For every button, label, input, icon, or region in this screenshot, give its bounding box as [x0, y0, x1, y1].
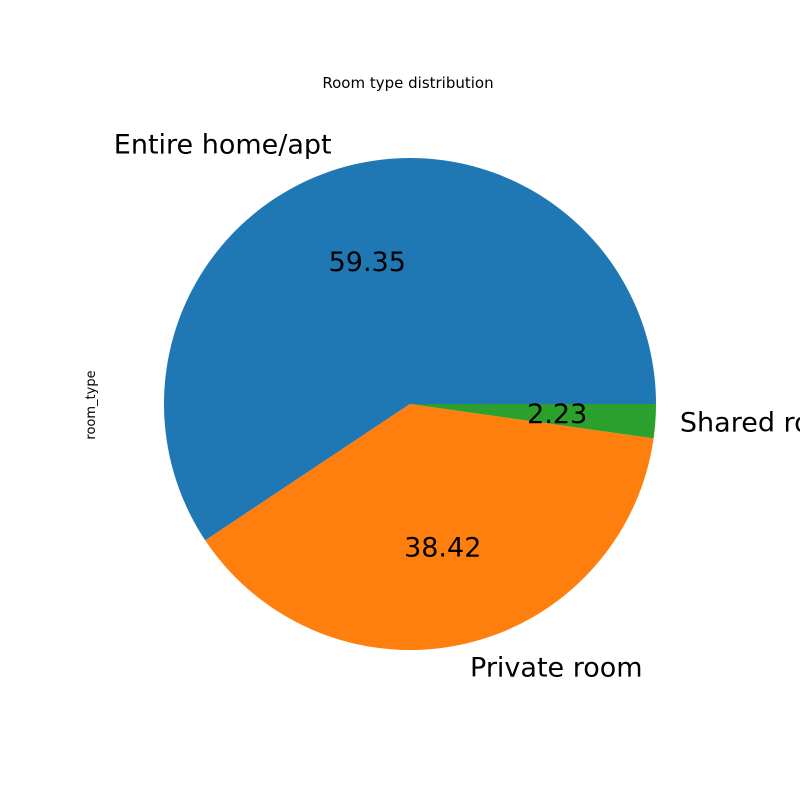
pie-slice-0: [163, 157, 656, 541]
pie-labels: Entire home/apt 59.35 Private room 38.42 Sha…: [114, 129, 800, 683]
slice-value-label-2: 2.23: [527, 399, 587, 430]
pie-slices: [163, 157, 656, 650]
slice-value-label-1: 38.42: [404, 532, 481, 563]
slice-value-label-0: 59.35: [329, 247, 406, 278]
slice-category-label-0: Entire home/apt: [114, 129, 332, 160]
pie-slice-2: [410, 404, 656, 439]
slice-category-label-1: Private room: [470, 652, 643, 683]
slice-category-label-2: Shared room: [680, 407, 800, 438]
y-axis-label: room_type: [84, 370, 99, 439]
pie-slice-1: [205, 404, 654, 650]
chart-title: Room type distribution: [322, 74, 493, 92]
